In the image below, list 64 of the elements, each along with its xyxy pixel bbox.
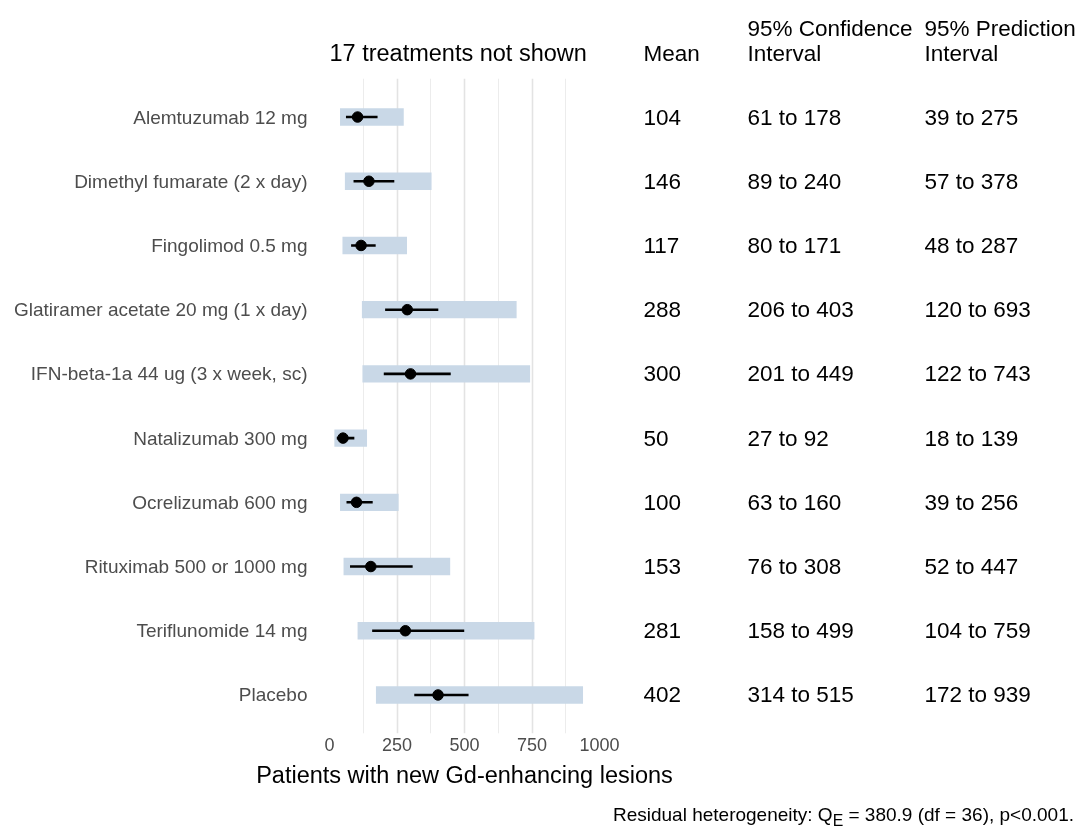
text: Residual heterogeneity: Q$_{E}$ = 380.9 (df = 36), p<0.001. <box>612 803 1074 830</box>
text: 172 to 939 <box>924 682 1031 708</box>
y-tick-label: Placebo <box>238 684 308 706</box>
text: 201 to 449 <box>747 361 854 387</box>
text: 39 to 275 <box>924 104 1019 130</box>
text: 281 <box>643 618 682 644</box>
text: 76 to 308 <box>747 554 842 580</box>
text: 314 to 515 <box>747 682 854 708</box>
x-tick-label: 500 <box>449 734 480 755</box>
y-tick-label: Dimethyl fumarate (2 x day) <box>74 170 308 192</box>
bar <box>361 301 517 319</box>
point <box>404 368 417 380</box>
text: Mean <box>643 40 700 66</box>
y-tick-label: Teriflunomide 14 mg <box>136 620 308 642</box>
text: 18 to 139 <box>924 425 1019 451</box>
text: 158 to 499 <box>747 618 854 644</box>
bar <box>362 365 531 383</box>
text: 61 to 178 <box>747 104 842 130</box>
point <box>365 560 377 573</box>
point <box>337 432 349 444</box>
text: 57 to 378 <box>924 168 1019 194</box>
y-tick-label: Fingolimod 0.5 mg <box>151 234 308 256</box>
text: 120 to 693 <box>924 297 1031 323</box>
text: 48 to 287 <box>924 232 1019 258</box>
y-tick-label: Natalizumab 300 mg <box>133 427 308 449</box>
x-axis-title: Patients with new Gd-enhancing lesions <box>256 761 673 788</box>
text: 122 to 743 <box>924 361 1031 387</box>
bar <box>375 686 584 704</box>
text: 50 <box>643 425 669 451</box>
text: 104 <box>643 104 682 130</box>
text: 153 <box>643 554 682 580</box>
point <box>350 496 363 509</box>
y-tick-label: Glatiramer acetate 20 mg (1 x day) <box>13 299 308 321</box>
y-tick-label: Rituximab 500 or 1000 mg <box>84 556 308 578</box>
text: 300 <box>643 361 682 387</box>
text: 95% Prediction Interval <box>924 15 1076 66</box>
y-tick-label: Ocrelizumab 600 mg <box>132 491 308 513</box>
point <box>355 239 367 252</box>
text: 27 to 92 <box>747 425 829 451</box>
text: 117 <box>643 232 680 258</box>
point <box>399 625 412 637</box>
x-tick-label: 750 <box>516 734 548 755</box>
y-tick-label: IFN-beta-1a 44 ug (3 x week, sc) <box>30 363 308 385</box>
text: 63 to 160 <box>747 489 842 515</box>
text: 80 to 171 <box>747 232 842 258</box>
point <box>363 175 375 187</box>
point <box>401 303 414 316</box>
text: 95% Confidence Interval <box>747 15 913 66</box>
x-tick-label: 250 <box>381 734 413 755</box>
text: 104 to 759 <box>924 618 1031 644</box>
point <box>351 111 364 123</box>
text: 89 to 240 <box>747 168 842 194</box>
x-tick-label: 0 <box>324 734 335 755</box>
text: 52 to 447 <box>924 554 1019 580</box>
text: 206 to 403 <box>747 297 854 323</box>
text: 146 <box>643 168 682 194</box>
text: 402 <box>643 682 682 708</box>
chart-title: 17 treatments not shown <box>329 39 587 66</box>
text: 288 <box>643 297 682 323</box>
point <box>432 689 444 701</box>
y-tick-label: Alemtuzumab 12 mg <box>133 106 308 128</box>
x-tick-label: 1000 <box>579 734 620 755</box>
text: 39 to 256 <box>924 489 1019 515</box>
text: 100 <box>643 489 682 515</box>
